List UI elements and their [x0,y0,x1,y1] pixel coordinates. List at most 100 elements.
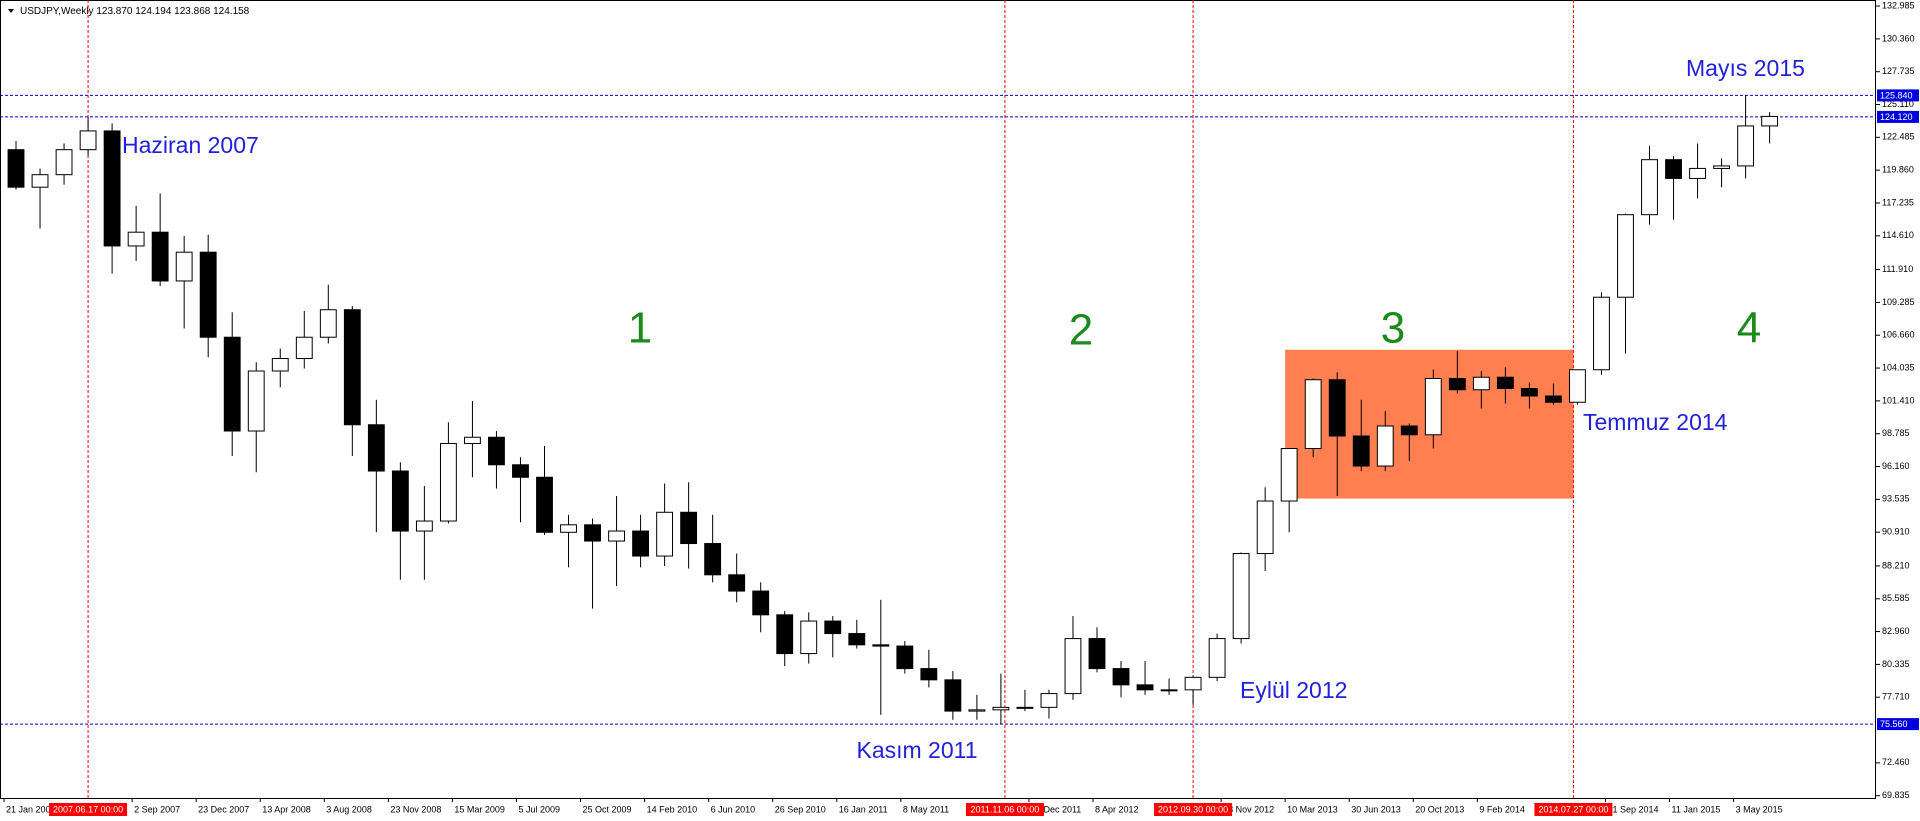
phase-label: 3 [1381,304,1405,353]
y-tick-label: 122.485 [1882,132,1915,142]
x-tick-label: 5 Jul 2009 [518,804,560,814]
candle-body [79,130,97,151]
candle-body [1424,377,1442,436]
annotation: Temmuz 2014 [1583,409,1728,435]
y-tick-label: 106.660 [1882,330,1915,340]
candle-body [1256,500,1274,555]
candle-body [1689,167,1706,179]
time-label: 2014.07.27 00:00 [1538,804,1608,814]
candle-body [1665,159,1682,179]
candle-body [1641,159,1658,216]
candle-body [127,231,145,247]
candle-body [1232,553,1250,640]
y-axis-bg [1877,0,1920,798]
candle-body [800,620,818,655]
x-tick-label: 18 Nov 2012 [1223,804,1274,814]
menu-arrow[interactable] [8,9,14,13]
candle-body [439,443,457,522]
annotation: Kasım 2011 [856,737,977,763]
x-tick-label: 23 Nov 2008 [390,804,441,814]
candle-body [1328,379,1346,437]
y-tick-label: 85.585 [1882,593,1910,603]
x-tick-label: 13 Apr 2008 [262,804,311,814]
x-tick-label: 3 Aug 2008 [326,804,372,814]
candle-body [536,476,553,533]
candle-body [944,679,962,712]
candle-body [608,530,625,542]
phase-label: 4 [1737,304,1761,353]
candle-body [1352,435,1370,467]
y-tick-label: 88.210 [1882,560,1910,570]
candle-body [1112,668,1130,686]
y-tick-label: 69.835 [1882,790,1910,800]
phase-label: 2 [1069,306,1093,355]
candle-body [1184,676,1202,691]
x-tick-label: 6 Jun 2010 [711,804,756,814]
candle-body [247,370,265,432]
candle-body [1496,376,1514,389]
y-tick-label: 101.410 [1882,395,1915,405]
x-tick-label: 16 Jan 2011 [839,804,888,814]
candle-body [1016,706,1034,709]
y-tick-label: 72.460 [1882,757,1910,767]
y-tick-label: 119.860 [1882,165,1914,175]
candle-body [488,436,505,466]
time-label-bg [49,803,128,816]
candle-body [1472,376,1490,391]
time-label: 2012.09.30 00:00 [1158,804,1228,814]
annotation: Mayıs 2015 [1686,55,1805,81]
annotation: Haziran 2007 [122,132,259,158]
x-tick-label: 11 Jan 2015 [1672,804,1721,814]
x-tick-label: 26 Sep 2010 [775,804,826,814]
candle-body [1593,296,1610,371]
x-tick-label: 30 Jun 2013 [1351,804,1401,814]
time-label-bg [1534,803,1613,816]
y-tick-label: 77.710 [1882,692,1910,702]
candle-body [1520,387,1538,397]
y-tick-label: 93.535 [1882,494,1910,504]
candle-body [872,644,890,647]
y-tick-label: 125.110 [1882,99,1914,109]
price-label-bg [1877,718,1919,731]
annotation: Eylül 2012 [1240,677,1347,703]
x-tick-label: 23 Dec 2007 [198,804,249,814]
y-tick-label: 132.985 [1882,0,1915,10]
price-label-bg [1877,110,1919,123]
plot-frame [0,0,1876,799]
candle-body [1448,377,1466,391]
time-label: 2007.06.17 00:00 [53,804,123,814]
y-tick-label: 104.035 [1882,362,1915,372]
candle-body [512,464,529,478]
candle-body [464,436,481,445]
price-label: 124.120 [1880,112,1913,122]
candle-body [319,309,337,338]
candle-body [1569,369,1586,403]
x-tick-label: 25 Oct 2009 [583,804,632,814]
candle-body [1376,425,1394,467]
candle-body [752,590,770,616]
candle-body [1208,638,1226,678]
candle-body [391,470,409,532]
y-tick-label: 96.160 [1882,461,1910,471]
candle-body [992,706,1010,711]
candle-body [1737,125,1755,167]
candle-body [728,574,746,592]
x-tick-label: 21 Sep 2014 [1607,804,1658,814]
candle-body [968,709,986,712]
x-tick-label: 2 Sep 2007 [134,804,180,814]
candle-body [103,130,121,247]
candle-body [295,336,313,359]
candle-body [1761,115,1779,127]
candle-body [1304,379,1322,450]
candle-body [896,645,914,670]
candle-body [584,524,601,542]
x-tick-label: 9 Feb 2014 [1479,804,1525,814]
candle-body [271,357,289,372]
x-tick-label: 8 Apr 2012 [1095,804,1139,814]
price-label-bg [1877,89,1919,102]
price-label: 125.840 [1880,90,1913,100]
y-tick-label: 98.785 [1882,428,1910,438]
candle-body [31,174,49,188]
